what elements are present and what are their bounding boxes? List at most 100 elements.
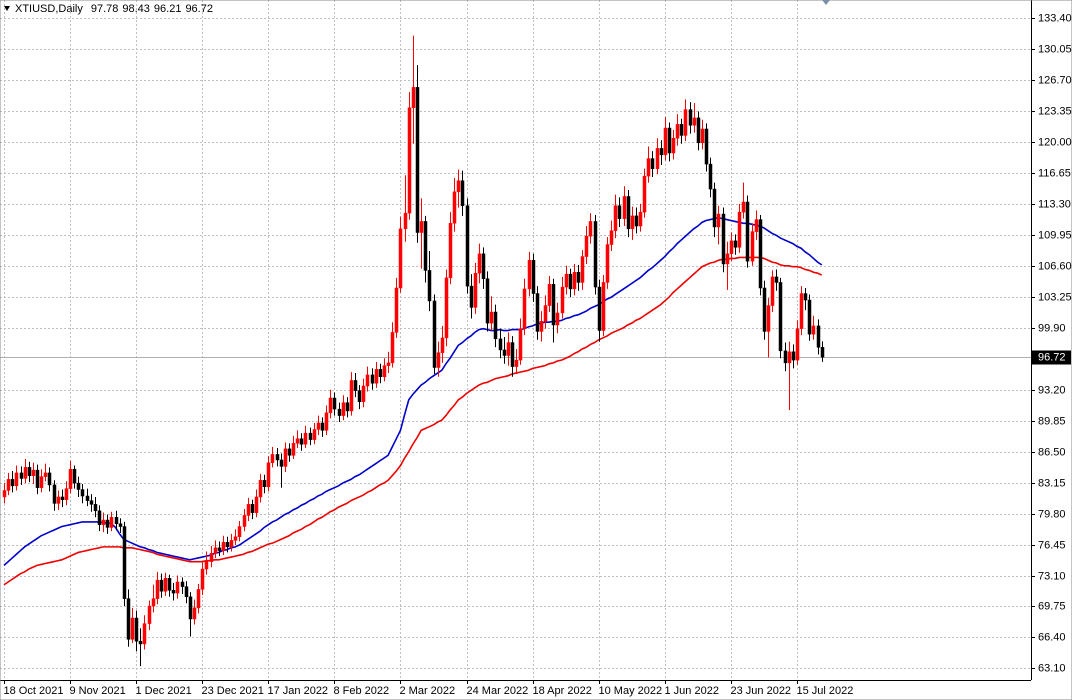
ma-layer bbox=[3, 216, 823, 586]
candle-body bbox=[134, 617, 139, 642]
candle-body bbox=[353, 380, 358, 391]
candle-body bbox=[741, 201, 746, 213]
last-price-label: 96.72 bbox=[1038, 351, 1066, 363]
candle-body bbox=[97, 510, 102, 525]
candle-body bbox=[696, 117, 701, 144]
moving-average-line bbox=[3, 216, 823, 566]
candle-body bbox=[593, 221, 598, 288]
candle-body bbox=[799, 293, 804, 329]
candle-body bbox=[283, 448, 288, 467]
y-tick-label: 116.65 bbox=[1038, 167, 1071, 179]
candle-body bbox=[481, 253, 486, 279]
candle-body bbox=[254, 496, 259, 513]
candle-body bbox=[762, 287, 767, 332]
candle-body bbox=[159, 579, 164, 592]
candle-body bbox=[258, 480, 263, 498]
candle-body bbox=[725, 253, 730, 265]
candle-body bbox=[390, 332, 395, 364]
candle-body bbox=[572, 272, 577, 290]
candle-body bbox=[365, 374, 370, 387]
candle-body bbox=[411, 87, 416, 108]
candle-body bbox=[646, 158, 651, 177]
candle-body bbox=[448, 223, 453, 279]
candle-body bbox=[704, 128, 709, 165]
y-tick-label: 106.60 bbox=[1038, 260, 1072, 272]
candle-body bbox=[192, 607, 197, 620]
candle-body bbox=[518, 328, 523, 361]
candle-body bbox=[237, 526, 242, 537]
x-tick-label: 23 Jun 2022 bbox=[731, 685, 792, 697]
candle-body bbox=[795, 328, 800, 361]
candle-body bbox=[39, 476, 44, 488]
candle-body bbox=[10, 479, 15, 487]
candle-body bbox=[200, 568, 205, 590]
candle-body bbox=[221, 541, 226, 551]
candle-body bbox=[510, 342, 515, 367]
candle-body bbox=[811, 325, 816, 335]
candle-body bbox=[345, 402, 350, 412]
candle-body bbox=[609, 230, 614, 245]
candle-body bbox=[770, 276, 775, 306]
candle-body bbox=[233, 536, 238, 541]
candle-body bbox=[650, 158, 655, 169]
x-tick-label: 24 Mar 2022 bbox=[467, 685, 529, 697]
y-tick-label: 69.75 bbox=[1038, 600, 1066, 612]
candle-body bbox=[551, 284, 556, 326]
candle-body bbox=[663, 127, 668, 156]
candle-body bbox=[229, 540, 234, 548]
candle-body bbox=[485, 278, 490, 324]
y-tick-label: 89.85 bbox=[1038, 415, 1066, 427]
candle-body bbox=[473, 272, 478, 308]
candle-body bbox=[584, 235, 589, 257]
x-tick-label: 1 Jun 2022 bbox=[665, 685, 719, 697]
candle-body bbox=[316, 422, 321, 430]
candle-body bbox=[374, 369, 379, 384]
candle-body bbox=[262, 480, 267, 488]
candle-body bbox=[72, 468, 77, 484]
candle-body bbox=[175, 581, 180, 594]
moving-average-line bbox=[3, 256, 823, 586]
candle-body bbox=[816, 325, 821, 348]
candle-body bbox=[324, 412, 329, 431]
candle-body bbox=[109, 517, 114, 528]
candle-body bbox=[328, 397, 333, 414]
candle-body bbox=[555, 312, 560, 326]
x-tick-label: 15 Jul 2022 bbox=[797, 685, 854, 697]
candle-body bbox=[469, 285, 474, 308]
candle-body bbox=[147, 605, 152, 624]
candle-body bbox=[605, 244, 610, 283]
candle-body bbox=[184, 586, 189, 598]
candle-body bbox=[688, 109, 693, 126]
candle-body bbox=[138, 640, 143, 645]
candle-body bbox=[56, 496, 61, 504]
candle-body bbox=[498, 338, 503, 351]
candle-body bbox=[514, 359, 519, 367]
candle-body bbox=[2, 490, 7, 498]
candle-body bbox=[27, 467, 32, 476]
candle-body bbox=[733, 240, 738, 248]
candle-body bbox=[415, 87, 420, 233]
candle-body bbox=[737, 211, 742, 248]
candle-body bbox=[303, 432, 308, 445]
y-tick-label: 73.10 bbox=[1038, 570, 1066, 582]
candle-body bbox=[320, 422, 325, 431]
candle-body bbox=[130, 617, 135, 640]
candle-body bbox=[291, 443, 296, 456]
candle-body bbox=[180, 581, 185, 587]
candle-body bbox=[659, 148, 664, 156]
candle-body bbox=[803, 293, 808, 301]
candle-body bbox=[675, 124, 680, 139]
candle-body bbox=[547, 284, 552, 306]
candle-body bbox=[791, 351, 796, 361]
candle-body bbox=[440, 337, 445, 353]
candle-body bbox=[712, 188, 717, 228]
candle-body bbox=[807, 299, 812, 335]
y-tick-label: 113.30 bbox=[1038, 198, 1071, 210]
candle-body bbox=[23, 467, 28, 479]
menu-arrow[interactable] bbox=[4, 6, 10, 11]
candle-body bbox=[564, 273, 569, 288]
candle-body bbox=[465, 205, 470, 287]
y-tick-label: 123.35 bbox=[1038, 105, 1072, 117]
